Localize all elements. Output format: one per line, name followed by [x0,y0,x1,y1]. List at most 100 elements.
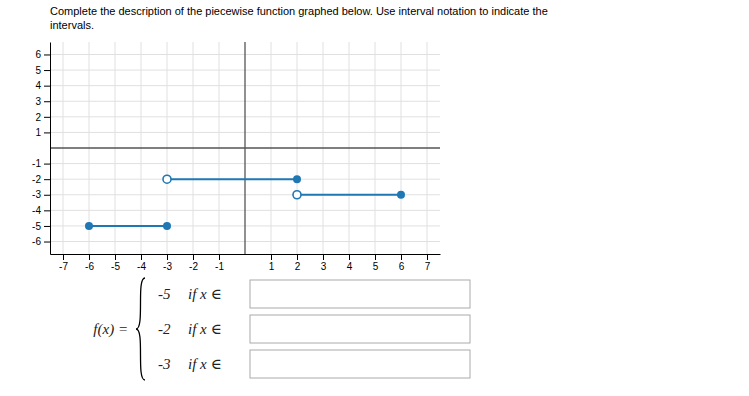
tick: 3 [321,254,327,272]
tick-mark [219,254,220,260]
tick: 4 [347,254,353,272]
tick-mark [271,254,272,260]
tick-label: 5 [373,261,379,272]
tick-label: 7 [425,261,431,272]
tick: 4 [35,80,50,91]
tick-label: -4 [137,261,146,272]
tick: -1 [215,254,224,272]
tick: -3 [32,189,50,200]
tick-label: -3 [32,189,41,200]
tick: -1 [32,158,50,169]
grid-line [50,179,440,180]
tick-mark [297,254,298,260]
tick-mark [63,254,64,260]
zero-lines [50,42,440,254]
tick-label: -6 [85,261,94,272]
tick-label: -6 [32,236,41,247]
tick: 5 [373,254,379,272]
tick-label: 4 [347,261,353,272]
tick: -5 [111,254,120,272]
tick: 7 [425,254,431,272]
tick-mark [44,226,50,227]
tick-mark [44,242,50,243]
brace [136,278,145,380]
tick: -4 [137,254,146,272]
tick-mark [89,254,90,260]
tick: -3 [163,254,172,272]
tick: 1 [269,254,275,272]
tick: -5 [32,221,50,232]
segment [297,194,401,196]
tick-mark [115,254,116,260]
tick: -4 [32,205,50,216]
title: Complete the description of the piecewis… [50,5,548,17]
tick-mark [44,54,50,55]
tick-label: -2 [32,174,41,185]
tick-mark [44,132,50,133]
tick: 2 [295,254,301,272]
input-box[interactable] [250,280,470,308]
tick-mark [44,86,50,87]
tick: -2 [189,254,198,272]
function-label: f(x) = [93,321,128,338]
tick: 1 [35,127,50,138]
plot-area [85,175,405,230]
tick: 6 [35,49,50,60]
tick-mark [167,254,168,260]
tick-mark [323,254,324,260]
tick-label: 4 [35,80,41,91]
segment [89,225,167,227]
tick: -2 [32,174,50,185]
open-dot [293,191,301,199]
x-axis: -7 -6 -5 -4 -3 -2 -1 1 2 3 4 5 6 7 [51,254,441,272]
tick: -7 [59,254,68,272]
y-axis: -6 -5 -4 -3 -2 -1 1 2 3 4 5 6 [32,43,50,255]
tick-label: -5 [32,221,41,232]
tick-label: 6 [35,49,41,60]
tick-mark [141,254,142,260]
tick-mark [44,70,50,71]
tick: -6 [85,254,94,272]
tick-label: -1 [215,261,224,272]
tick-mark [375,254,376,260]
tick-label: 5 [35,65,41,76]
piece-condition: if x ∈ [188,356,222,372]
tick-mark [401,254,402,260]
tick-mark [193,254,194,260]
tick-mark [44,195,50,196]
tick-label: -7 [59,261,68,272]
tick-label: 2 [35,112,41,123]
tick-label: -2 [189,261,198,272]
tick-label: -4 [32,205,41,216]
tick: 2 [35,112,50,123]
tick-mark [44,117,50,118]
grid [50,42,440,254]
chart: Complete the description of the piecewis… [0,0,749,396]
closed-dot [85,222,93,230]
y-zero-line [244,42,245,254]
piece-value: -3 [158,356,171,372]
axis-line [50,43,51,255]
tick-label: -3 [163,261,172,272]
tick-mark [349,254,350,260]
tick-label: 3 [321,261,327,272]
segment [167,178,297,180]
open-dot [163,175,171,183]
tick-mark [44,101,50,102]
piecewise: f(x) =-5if x ∈-2if x ∈-3if x ∈ [93,278,470,380]
tick-label: 6 [399,261,405,272]
tick-mark [44,210,50,211]
tick: 6 [399,254,405,272]
input-box[interactable] [250,315,470,343]
axis-line [51,254,441,255]
input-box[interactable] [250,350,470,378]
tick: 3 [35,96,50,107]
tick-label: 1 [35,127,41,138]
closed-dot [293,175,301,183]
tick-label: 2 [295,261,301,272]
piece-value: -2 [158,321,171,337]
tick: -6 [32,236,50,247]
piece-condition: if x ∈ [188,286,222,302]
tick-mark [44,164,50,165]
tick: 5 [35,65,50,76]
